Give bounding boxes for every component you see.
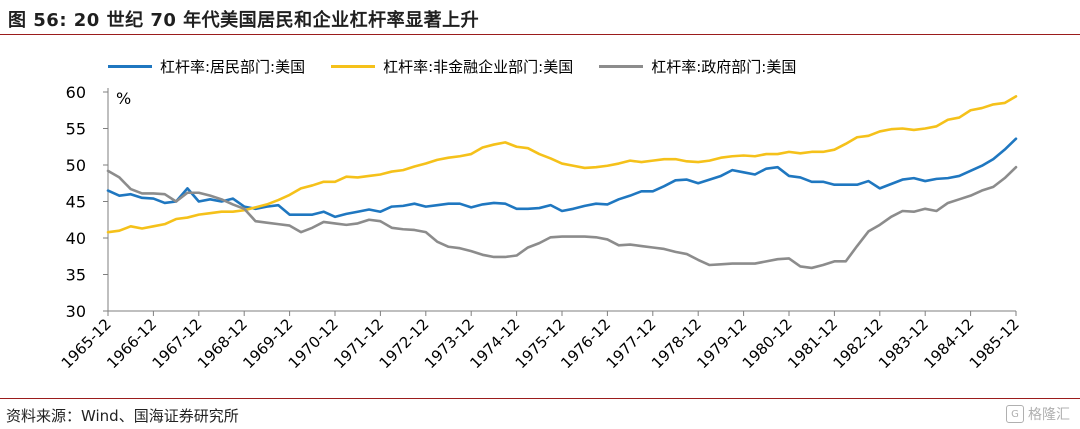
legend-swatch-government xyxy=(599,64,644,68)
legend-item-household: 杠杆率:居民部门:美国 xyxy=(108,56,305,77)
legend-item-government: 杠杆率:政府部门:美国 xyxy=(599,56,796,77)
legend-label-household: 杠杆率:居民部门:美国 xyxy=(160,57,306,76)
y-tick-label: 45 xyxy=(66,193,86,212)
y-tick-label: 30 xyxy=(66,302,86,321)
chart-legend: 杠杆率:居民部门:美国 杠杆率:非金融企业部门:美国 杠杆率:政府部门:美国 xyxy=(108,54,822,78)
y-axis-unit-label: % xyxy=(116,89,131,108)
source-note: 资料来源：Wind、国海证券研究所 xyxy=(6,407,239,425)
series-line-corporate xyxy=(106,95,1018,234)
legend-label-corporate: 杠杆率:非金融企业部门:美国 xyxy=(383,57,574,76)
watermark-text: 格隆汇 xyxy=(1028,407,1070,423)
watermark: G 格隆汇 xyxy=(1006,404,1070,424)
legend-swatch-corporate xyxy=(331,64,376,68)
series-line-household xyxy=(106,137,1018,219)
figure-title-bar: 图 56: 20 世纪 70 年代美国居民和企业杠杆率显著上升 xyxy=(0,0,1080,35)
y-tick-label: 35 xyxy=(66,266,86,285)
x-tick-label: 1985-12 xyxy=(966,315,1023,372)
y-tick-label: 55 xyxy=(66,120,86,139)
legend-item-corporate: 杠杆率:非金融企业部门:美国 xyxy=(331,56,573,77)
series-line-government xyxy=(106,165,1018,270)
legend-swatch-household xyxy=(108,64,152,68)
legend-label-government: 杠杆率:政府部门:美国 xyxy=(651,57,797,76)
y-tick-label: 50 xyxy=(66,156,86,175)
y-tick-label: 40 xyxy=(66,229,86,248)
figure-title: 图 56: 20 世纪 70 年代美国居民和企业杠杆率显著上升 xyxy=(8,10,480,31)
watermark-logo-icon: G xyxy=(1006,405,1024,423)
y-tick-label: 60 xyxy=(66,83,86,102)
source-bar: 资料来源：Wind、国海证券研究所 G 格隆汇 xyxy=(0,398,1080,429)
